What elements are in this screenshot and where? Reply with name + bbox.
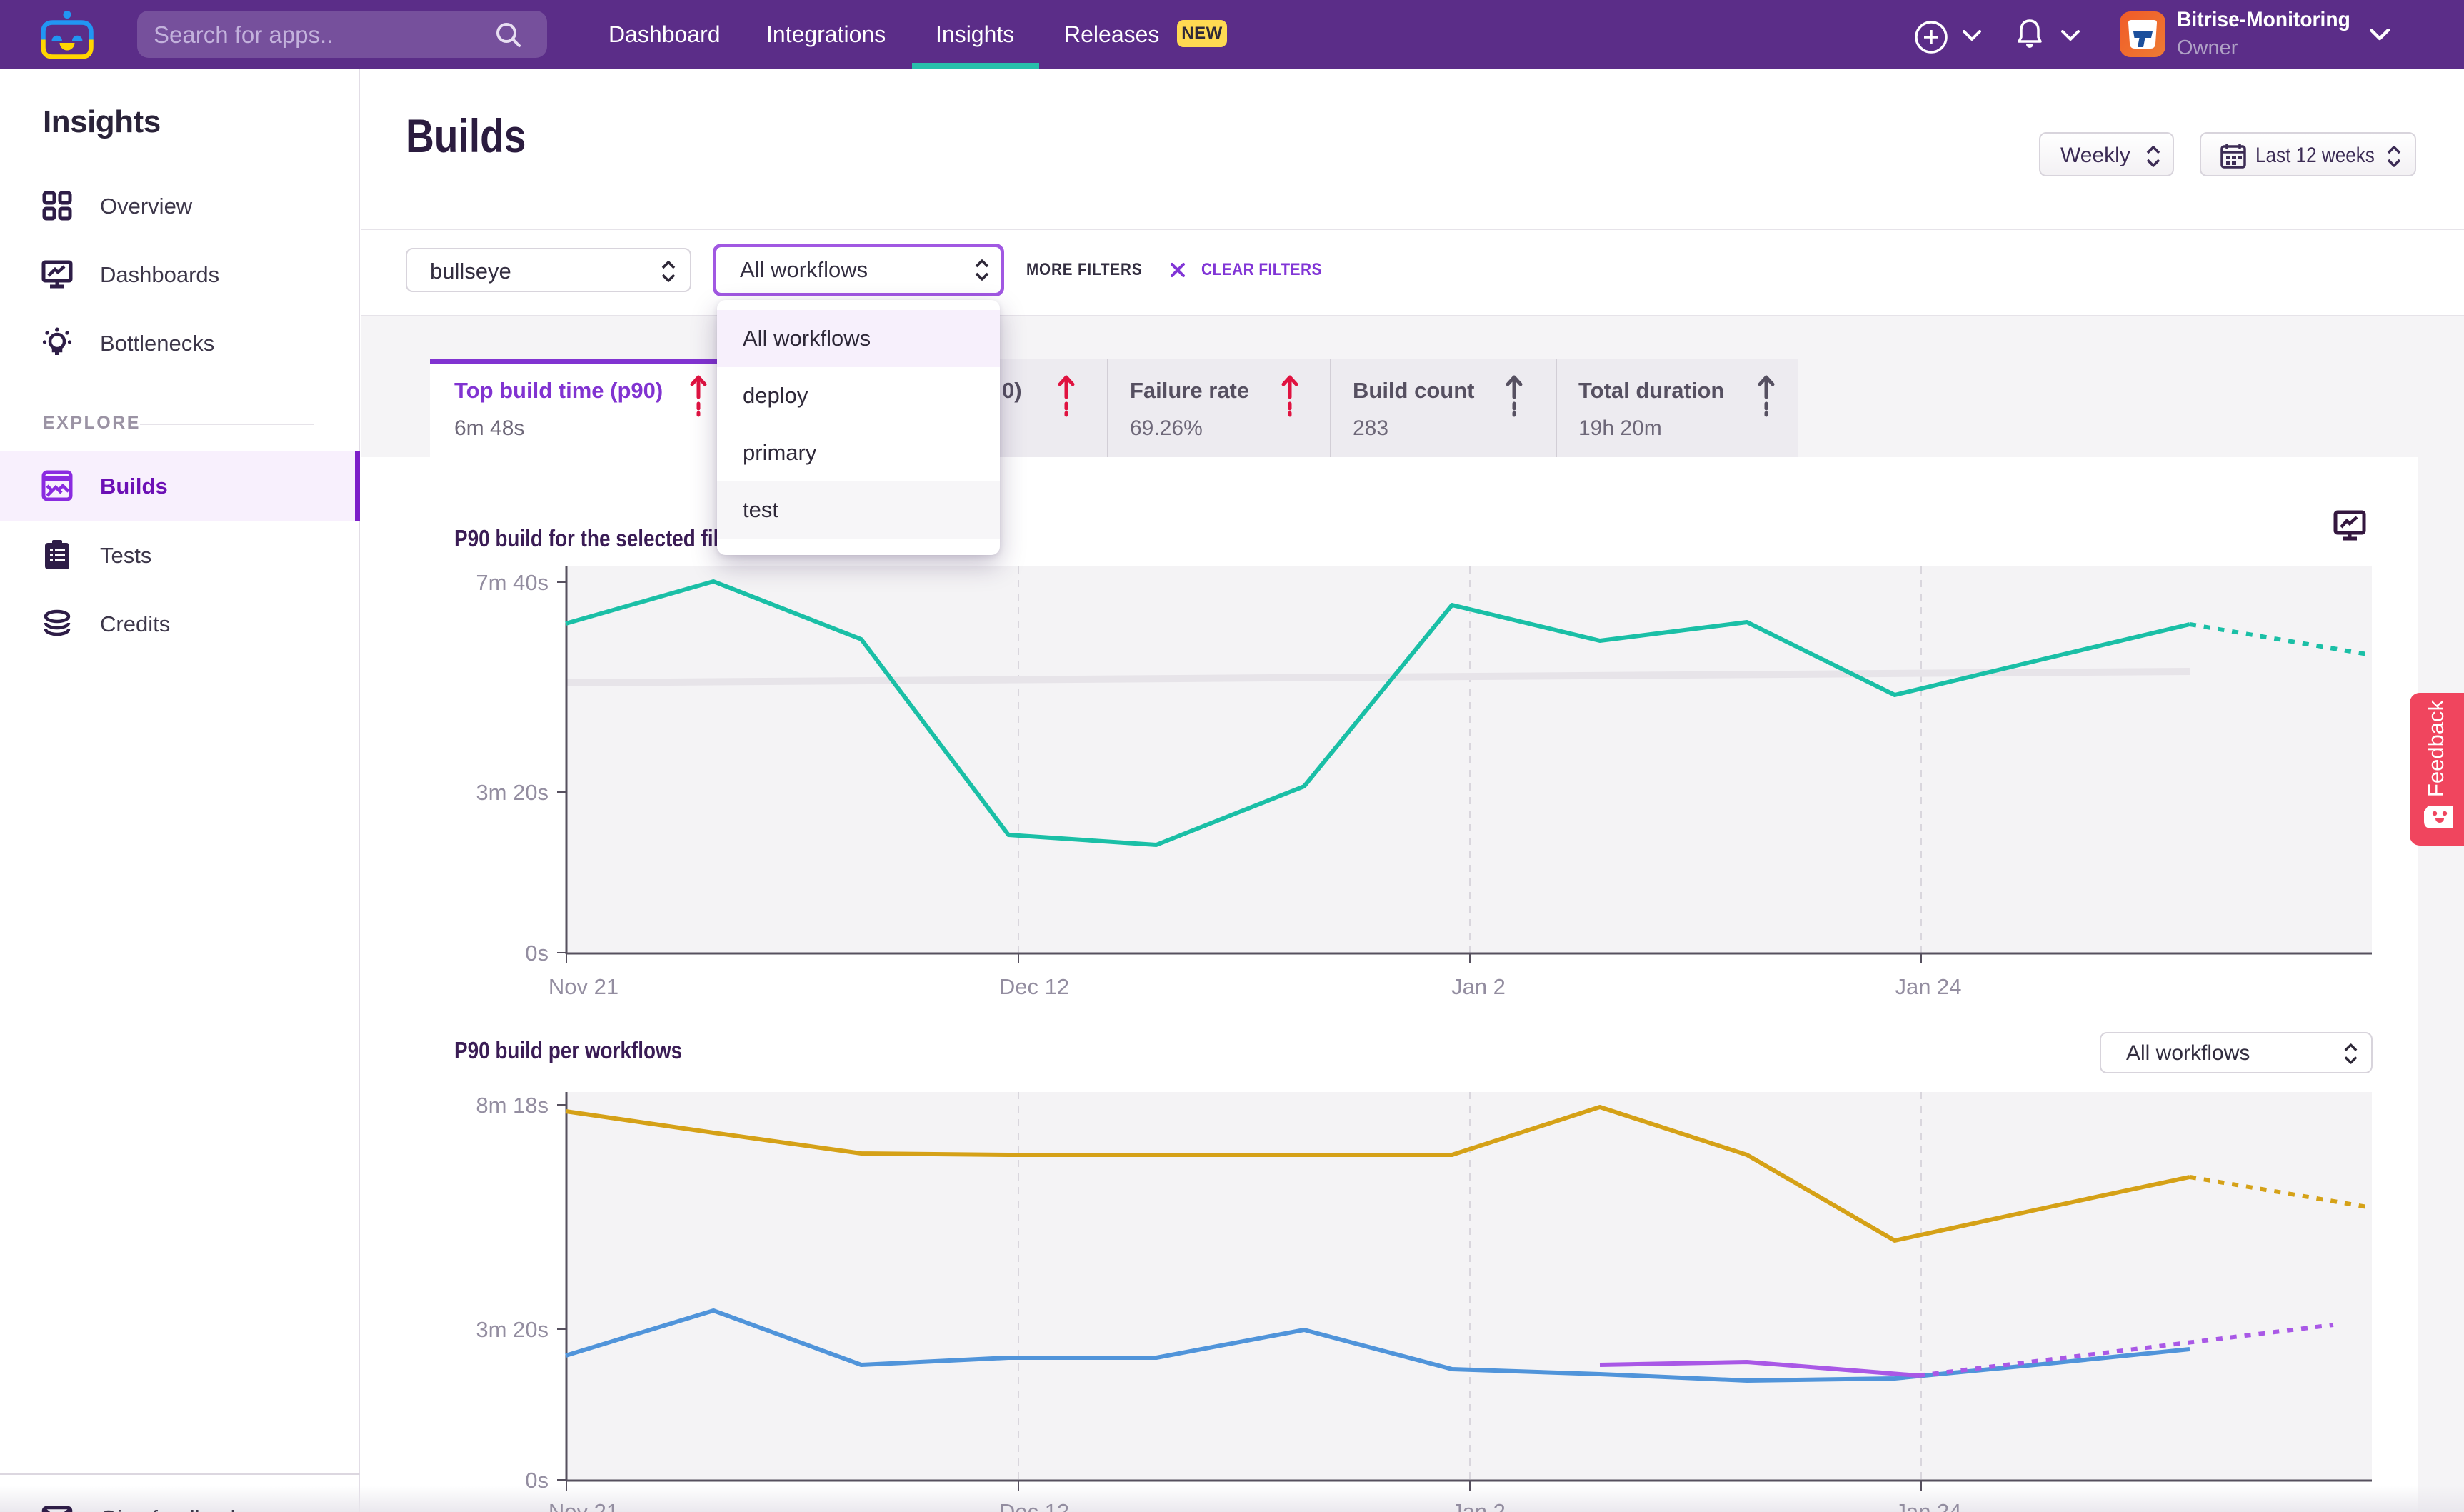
svg-text:Jan 2: Jan 2 xyxy=(1451,974,1506,999)
svg-text:Nov 21: Nov 21 xyxy=(549,1499,618,1512)
svg-text:Jan 24: Jan 24 xyxy=(1895,974,1961,999)
svg-text:3m 20s: 3m 20s xyxy=(476,1317,549,1342)
svg-text:0s: 0s xyxy=(525,1468,549,1493)
svg-text:0s: 0s xyxy=(525,941,549,966)
svg-text:Nov 21: Nov 21 xyxy=(549,974,618,999)
svg-text:3m 20s: 3m 20s xyxy=(476,780,549,805)
svg-text:8m 18s: 8m 18s xyxy=(476,1093,549,1118)
svg-text:Dec 12: Dec 12 xyxy=(999,1499,1069,1512)
svg-text:Jan 2: Jan 2 xyxy=(1451,1499,1506,1512)
svg-text:Dec 12: Dec 12 xyxy=(999,974,1069,999)
svg-text:7m 40s: 7m 40s xyxy=(476,570,549,595)
svg-text:Jan 24: Jan 24 xyxy=(1895,1499,1961,1512)
